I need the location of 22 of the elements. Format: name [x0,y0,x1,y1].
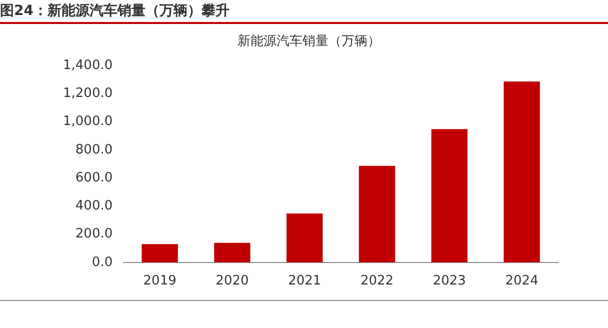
x-tick-label: 2024 [505,274,538,289]
y-tick-label: 1,200.0 [62,86,113,102]
y-tick-label: 800.0 [75,142,113,158]
bar [142,244,178,262]
bar [214,242,250,262]
bar [358,166,396,262]
chart-subtitle: 新能源汽车销量（万辆） [238,34,380,50]
x-tick-label: 2023 [432,274,466,289]
x-tick-label: 2022 [360,274,394,289]
x-tick-label: 2021 [288,274,322,289]
y-tick-label: 200.0 [75,226,113,242]
y-tick-label: 1,400.0 [62,58,113,73]
y-tick-label: 0.0 [92,254,113,270]
x-tick-label: 2020 [216,274,249,289]
x-tick-label: 2019 [143,274,176,289]
y-tick-label: 400.0 [75,198,113,214]
bar [431,129,468,262]
chart-title: 图24：新能源汽车销量（万辆）攀升 [0,0,608,24]
bar [286,213,323,262]
y-tick-label: 1,000.0 [62,114,113,130]
bar [504,81,540,262]
y-tick-label: 600.0 [75,170,113,186]
